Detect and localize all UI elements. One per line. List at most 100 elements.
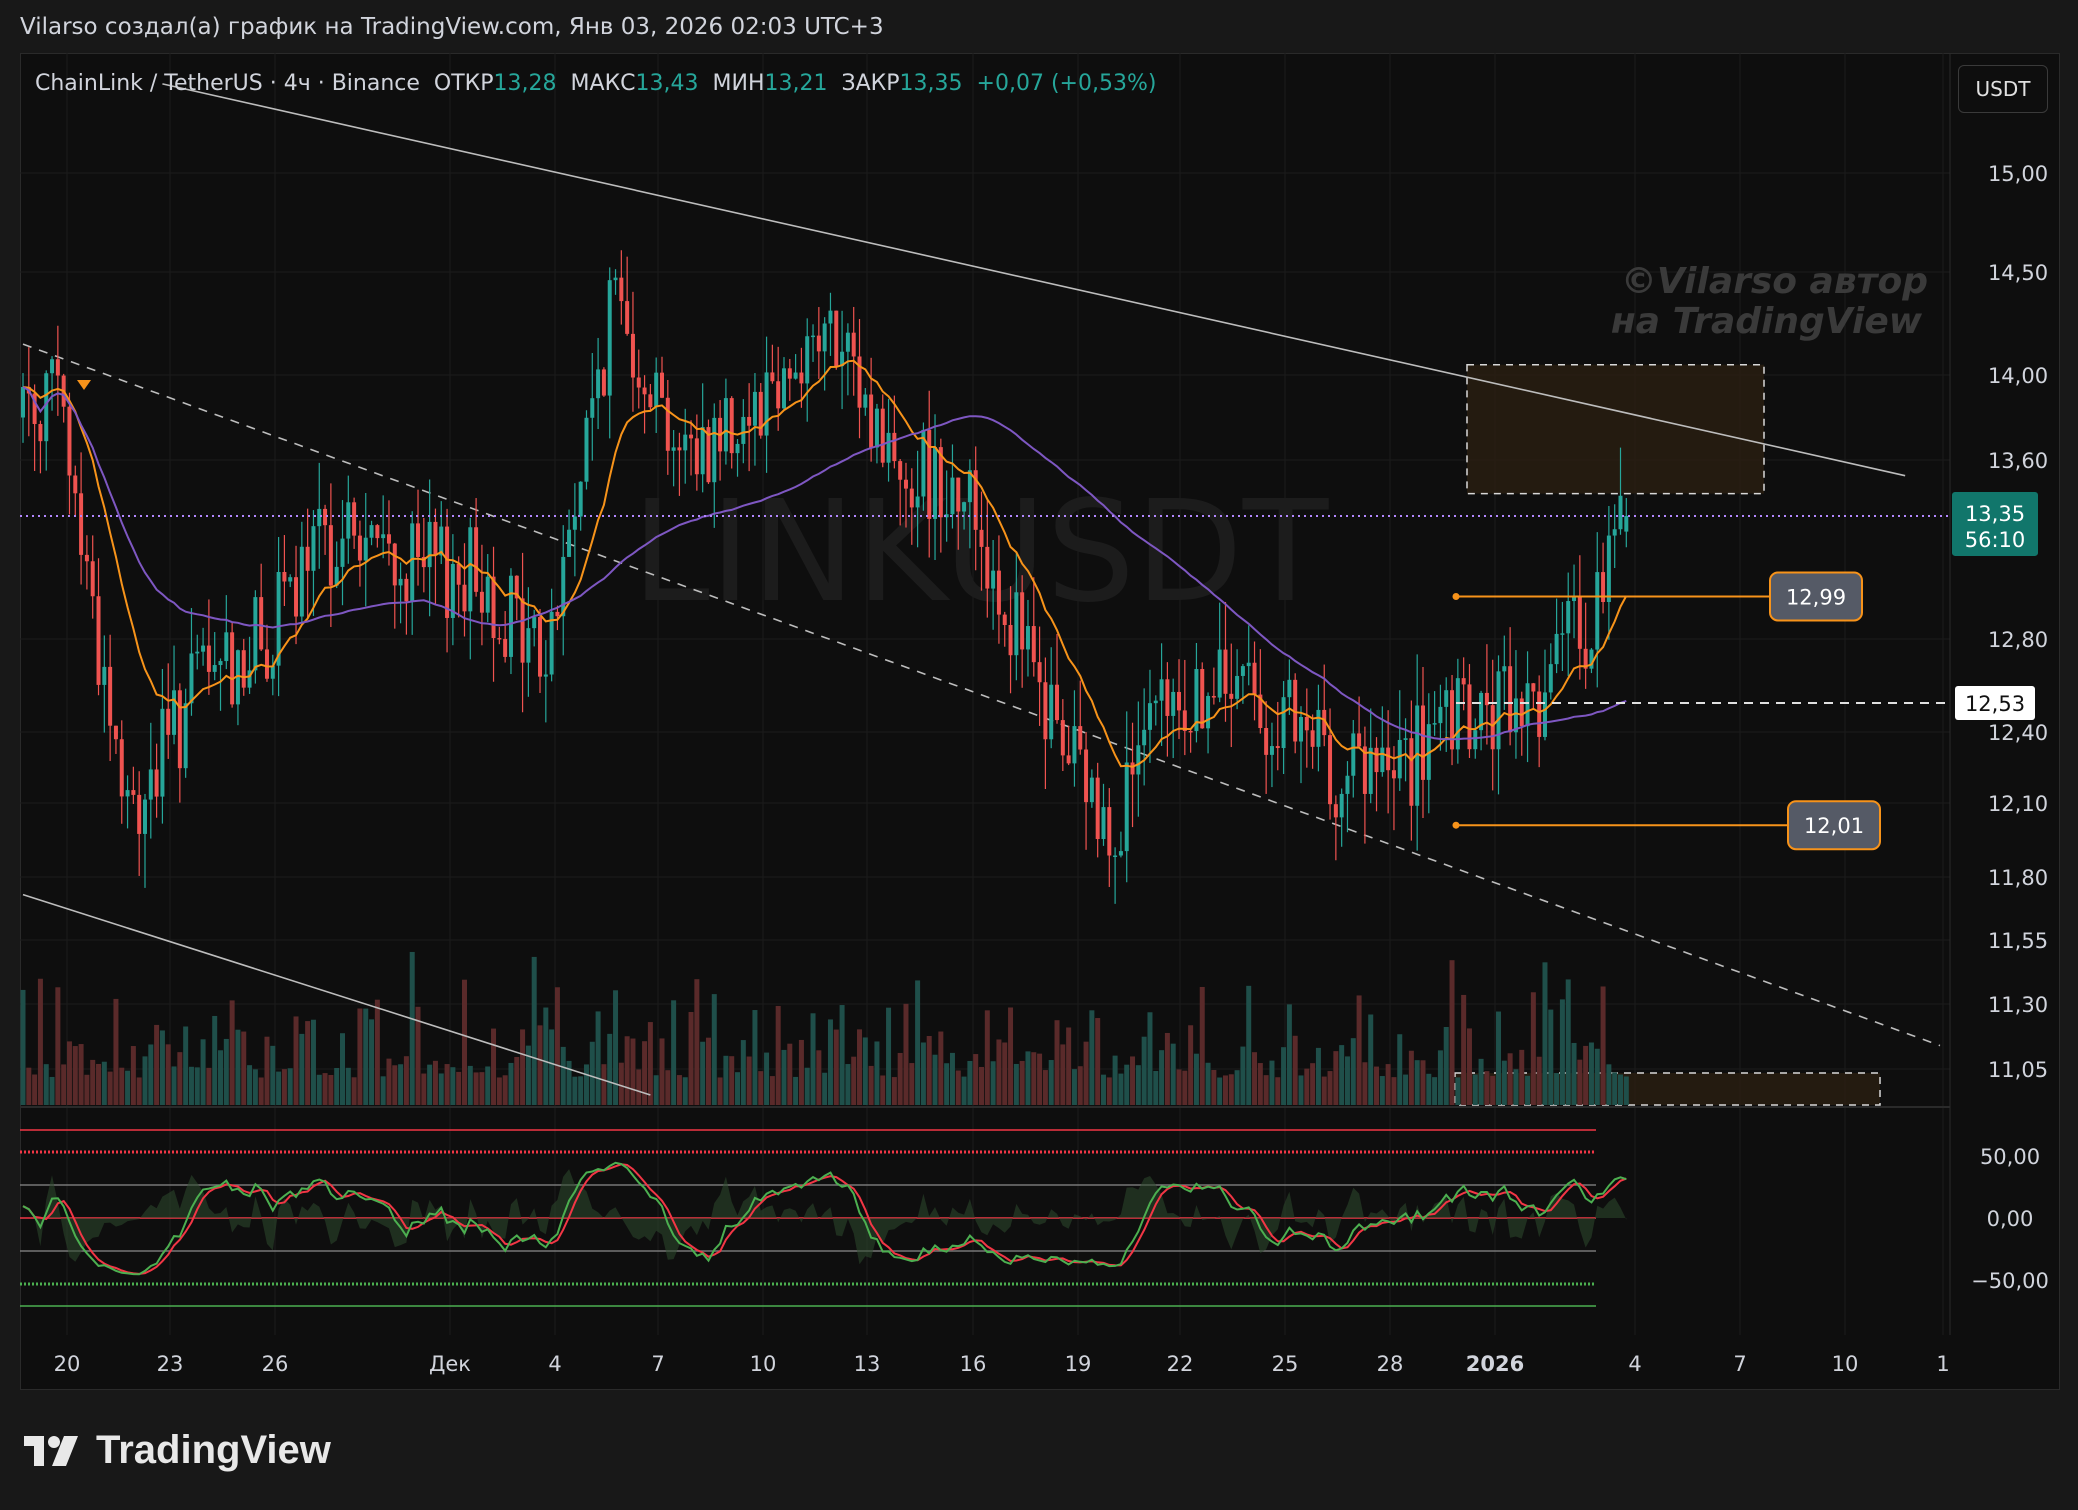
candle-body xyxy=(874,408,879,448)
candle-body xyxy=(404,578,409,602)
volume-bar xyxy=(915,980,921,1105)
volume-bar xyxy=(1513,1069,1519,1105)
volume-bar xyxy=(55,987,61,1105)
volume-bar xyxy=(967,1060,973,1105)
candle-body xyxy=(1612,529,1617,536)
volume-bar xyxy=(1344,1056,1350,1105)
candle-body xyxy=(305,546,310,571)
candle-body xyxy=(758,391,763,436)
candle-body xyxy=(514,575,519,599)
time-axis-tick: 20 xyxy=(54,1352,81,1376)
candle-body xyxy=(1240,666,1245,676)
volume-bar xyxy=(1205,1062,1211,1105)
volume-bar xyxy=(1362,1062,1368,1105)
volume-bar xyxy=(293,1016,299,1105)
candle-body xyxy=(445,526,450,618)
candle-body xyxy=(811,335,816,338)
candle-body xyxy=(538,617,543,677)
volume-bar xyxy=(96,1063,102,1105)
volume-bar xyxy=(601,1064,607,1105)
candle-body xyxy=(596,369,601,399)
ema-line xyxy=(22,359,1628,768)
volume-bar xyxy=(61,1064,67,1105)
volume-bar xyxy=(340,1033,345,1105)
volume-bar xyxy=(1281,1047,1287,1105)
candle-body xyxy=(84,554,89,562)
trendline-channel xyxy=(22,343,1941,1047)
candle-body xyxy=(991,570,996,589)
price-chart[interactable]: LINKUSDT ©Vilarso автор на TradingView 1… xyxy=(0,0,2078,1400)
candle-body xyxy=(944,514,949,518)
current-price-badge xyxy=(1952,491,2038,556)
volume-bar xyxy=(1286,1004,1292,1105)
candle-body xyxy=(642,387,647,395)
volume-bar xyxy=(1559,999,1565,1105)
candle-body xyxy=(189,653,194,704)
volume-bar xyxy=(258,1077,264,1105)
volume-bar xyxy=(241,1031,247,1105)
time-axis-tick: 16 xyxy=(960,1352,987,1376)
candle-body xyxy=(915,496,920,508)
candle-body xyxy=(50,359,55,374)
candle-body xyxy=(90,561,95,597)
volume-bar xyxy=(1170,1043,1176,1105)
candle-body xyxy=(1508,666,1513,733)
candle-body xyxy=(1606,535,1611,603)
candle-body xyxy=(1107,807,1112,856)
volume-bar xyxy=(1164,1032,1170,1105)
volume-bar xyxy=(101,1061,107,1105)
volume-bar xyxy=(990,1061,996,1105)
tradingview-logo[interactable]: TradingView xyxy=(24,1428,331,1473)
volume-bar xyxy=(949,1052,955,1105)
volume-bar xyxy=(508,1062,514,1105)
candle-body xyxy=(1409,738,1414,806)
volume-bar xyxy=(200,1039,206,1105)
candle-body xyxy=(1287,679,1292,698)
candle-body xyxy=(1229,693,1234,699)
candle-body xyxy=(903,479,908,489)
volume-bar xyxy=(1461,994,1467,1105)
candle-body xyxy=(183,703,188,769)
countdown-label: 56:10 xyxy=(1965,528,2026,552)
currency-button[interactable]: USDT xyxy=(1958,65,2048,113)
volume-bar xyxy=(142,1056,148,1105)
volume-bar xyxy=(1432,1077,1438,1105)
volume-bar xyxy=(456,1071,462,1105)
volume-bar xyxy=(705,1037,711,1105)
volume-bar xyxy=(1577,1059,1583,1105)
volume-bar xyxy=(735,1072,741,1105)
candle-body xyxy=(799,372,804,384)
candle-body xyxy=(1078,726,1083,750)
candle-body xyxy=(491,576,496,639)
candle-body xyxy=(328,525,333,586)
candle-body xyxy=(689,434,694,439)
volume-bar xyxy=(1071,1069,1077,1105)
price-axis-tick: 13,60 xyxy=(1988,449,2048,473)
price-axis-tick: 11,05 xyxy=(1988,1058,2048,1082)
volume-bar xyxy=(229,1000,235,1105)
volume-bar xyxy=(432,1060,438,1105)
volume-bar xyxy=(276,1071,282,1105)
volume-bar xyxy=(165,1044,171,1105)
volume-bar xyxy=(717,1077,723,1105)
candle-body xyxy=(950,477,955,515)
candle-body xyxy=(985,546,990,589)
volume-bar xyxy=(1002,1042,1008,1105)
candle-body xyxy=(869,394,874,448)
candle-body xyxy=(230,632,235,705)
volume-bar xyxy=(1391,1077,1397,1105)
volume-bar xyxy=(1188,1025,1194,1105)
volume-bar xyxy=(310,1019,316,1105)
current-price-label: 13,35 xyxy=(1965,502,2025,526)
volume-bar xyxy=(572,1076,578,1105)
candle-body xyxy=(67,406,72,476)
price-axis-tick: 11,55 xyxy=(1988,929,2048,953)
candle-body xyxy=(1037,662,1042,683)
legend-open-value: 13,28 xyxy=(493,71,557,96)
candle-body xyxy=(1171,691,1176,716)
candle-body xyxy=(1479,692,1484,731)
time-axis-tick: 26 xyxy=(262,1352,289,1376)
volume-bar xyxy=(421,1073,427,1105)
candle-body xyxy=(119,739,124,797)
candle-body xyxy=(1455,678,1460,750)
